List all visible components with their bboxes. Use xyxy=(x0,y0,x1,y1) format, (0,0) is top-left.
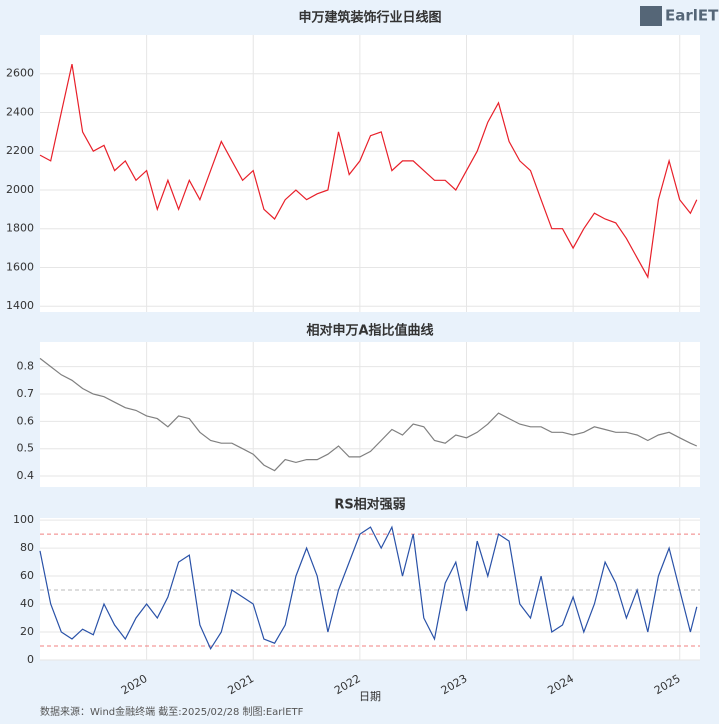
plot-area xyxy=(40,342,700,487)
y-tick-label: 20 xyxy=(20,625,34,638)
line-series xyxy=(39,63,698,279)
logo-icon xyxy=(640,6,662,26)
plot-area xyxy=(40,35,700,312)
y-tick-label: 0 xyxy=(27,653,34,666)
x-tick-label: 2021 xyxy=(225,672,256,697)
y-tick-label: 1600 xyxy=(6,260,34,273)
x-tick-label: 2020 xyxy=(119,672,150,697)
y-tick-label: 80 xyxy=(20,541,34,554)
panel-title: RS相对强弱 xyxy=(334,497,405,513)
y-tick-label: 0.8 xyxy=(17,360,35,373)
x-tick-label: 2023 xyxy=(439,672,470,697)
y-tick-label: 2000 xyxy=(6,183,34,196)
panel-title: 相对申万A指比值曲线 xyxy=(306,323,433,339)
y-tick-label: 0.5 xyxy=(17,442,35,455)
panel-title: 申万建筑装饰行业日线图 xyxy=(298,10,441,26)
logo: EarlETF xyxy=(665,7,719,25)
y-tick-label: 2400 xyxy=(6,105,34,118)
y-tick-label: 1400 xyxy=(6,299,34,312)
x-tick-label: 2024 xyxy=(545,672,576,697)
y-tick-label: 2600 xyxy=(6,67,34,80)
line-series xyxy=(39,525,698,651)
line-series xyxy=(39,357,698,472)
y-tick-label: 40 xyxy=(20,597,34,610)
y-tick-label: 2200 xyxy=(6,144,34,157)
y-tick-label: 100 xyxy=(13,513,34,526)
y-tick-label: 60 xyxy=(20,569,34,582)
y-tick-label: 0.6 xyxy=(17,414,35,427)
x-axis-label: 日期 xyxy=(359,690,381,703)
y-tick-label: 1800 xyxy=(6,222,34,235)
y-tick-label: 0.7 xyxy=(17,387,35,400)
x-tick-label: 2025 xyxy=(652,672,683,697)
y-tick-label: 0.4 xyxy=(17,469,35,482)
footer: 数据来源：Wind金融终端 截至:2025/02/28 制图:EarlETF xyxy=(40,705,304,718)
plot-area xyxy=(40,518,700,660)
